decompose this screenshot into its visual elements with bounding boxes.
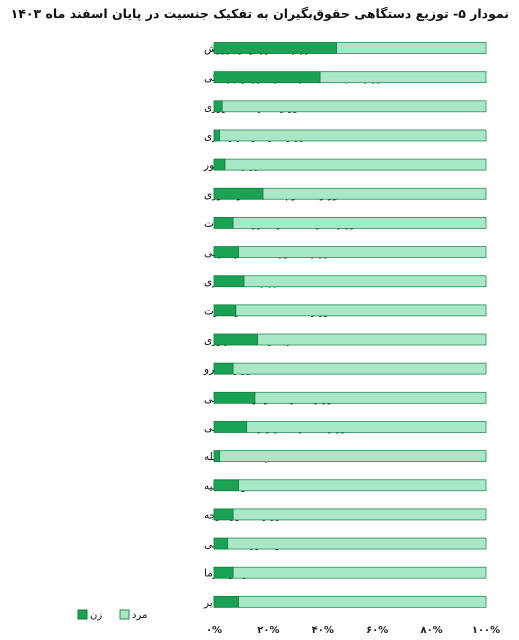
bar-women [213,450,220,463]
bar-women [213,158,226,171]
bar-women [213,129,220,142]
bar-men [232,508,487,521]
bar-men [221,100,487,113]
bar-men [243,275,487,288]
bar-men [262,187,487,200]
bar-women [213,508,234,521]
bar-women [213,187,264,200]
chart-title: نمودار ۵- توزیع دستگاهی حقوق‌بگیران به ت… [10,6,509,21]
bar-women [213,216,234,229]
x-tick-label: ۸۰% [420,625,442,636]
x-tick-label: ۴۰% [312,625,334,636]
bar-women [213,391,256,404]
bar-women [213,479,239,492]
bar-women [213,246,239,258]
bar-men [227,537,487,550]
bar-women [213,333,258,346]
legend-label-women: زن [90,610,102,621]
bar-men [235,304,487,317]
bar-men [238,479,487,492]
bar-men [246,421,487,433]
bar-women [213,42,337,54]
x-tick-label: ۶۰% [366,625,388,636]
bar-women [213,566,234,579]
bar-women [213,595,239,608]
bar-men [232,566,487,579]
bar-men [219,450,487,463]
bar-women [213,304,237,317]
bar-women [213,100,223,113]
bar-women [213,421,248,433]
legend-swatch-men [119,609,130,620]
x-tick-label: ۰% [206,625,222,636]
x-tick-label: ۱۰۰% [472,625,500,636]
bar-men [224,158,487,171]
bar-men [238,595,487,608]
bar-women [213,362,234,375]
bar-women [213,275,245,288]
bar-men [257,333,487,346]
x-tick-label: ۲۰% [257,625,279,636]
legend-label-men: مرد [132,610,147,621]
bar-women [213,71,321,84]
legend-swatch-women [77,609,88,620]
bar-men [232,216,487,229]
bar-men [335,42,487,54]
bar-women [213,537,228,550]
bar-men [238,246,487,258]
bar-men [254,391,487,404]
bar-men [319,71,487,84]
bar-men [232,362,487,375]
bar-men [219,129,487,142]
